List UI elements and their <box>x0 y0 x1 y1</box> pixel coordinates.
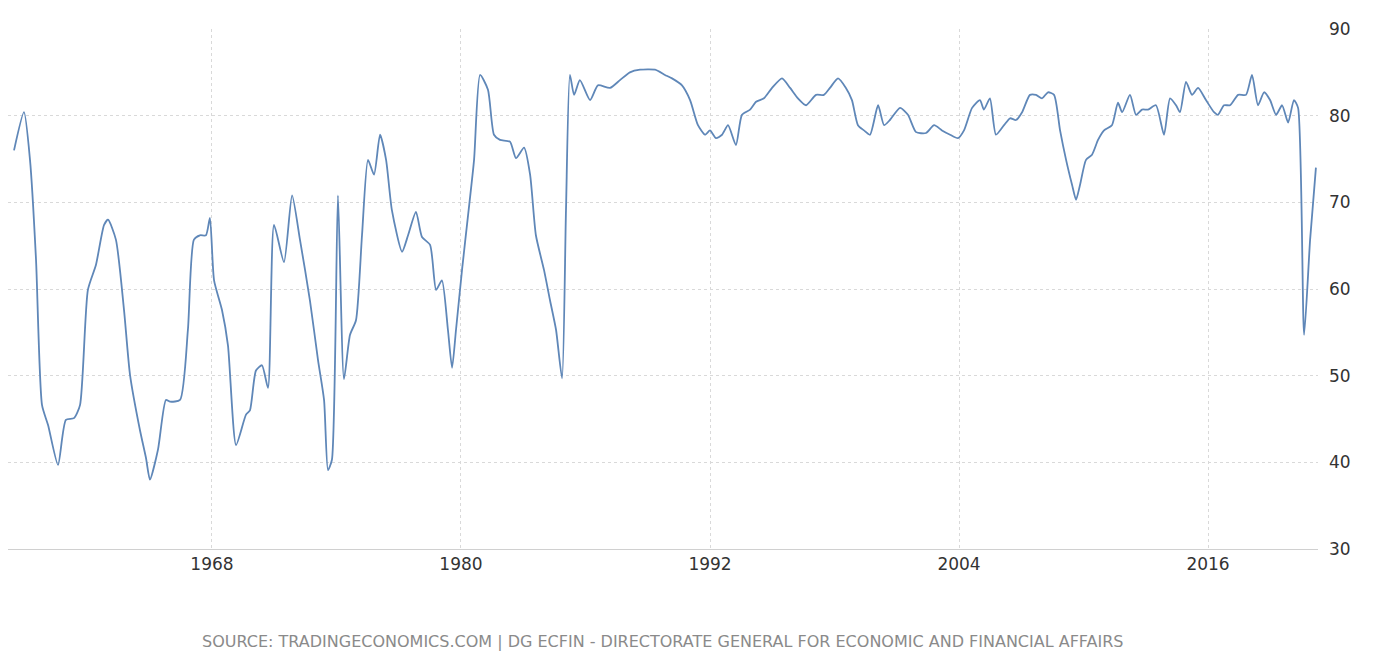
svg-text:1992: 1992 <box>688 554 731 574</box>
svg-text:2004: 2004 <box>937 554 980 574</box>
svg-text:80: 80 <box>1329 106 1351 126</box>
svg-text:30: 30 <box>1329 539 1351 559</box>
svg-text:40: 40 <box>1329 452 1351 472</box>
svg-text:2016: 2016 <box>1186 554 1229 574</box>
svg-text:SOURCE: TRADINGECONOMICS.COM |: SOURCE: TRADINGECONOMICS.COM | DG ECFIN … <box>202 632 1124 651</box>
svg-text:1980: 1980 <box>439 554 482 574</box>
svg-text:60: 60 <box>1329 279 1351 299</box>
svg-text:70: 70 <box>1329 192 1351 212</box>
svg-text:1968: 1968 <box>190 554 233 574</box>
svg-text:90: 90 <box>1329 19 1351 39</box>
svg-text:50: 50 <box>1329 366 1351 386</box>
